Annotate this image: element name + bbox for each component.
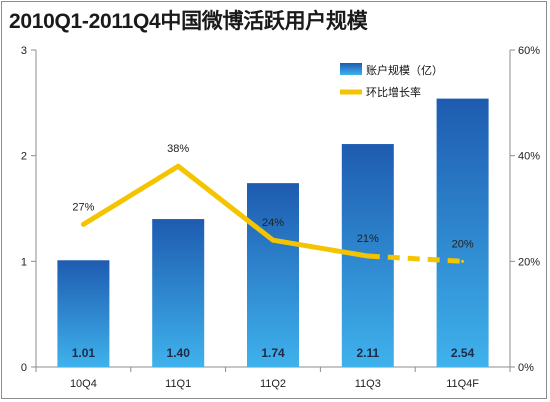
bar bbox=[247, 183, 299, 367]
y-left-tick-label: 2 bbox=[21, 151, 27, 163]
growth-rate-point bbox=[366, 254, 370, 258]
bar bbox=[57, 260, 110, 367]
x-tick-label: 11Q1 bbox=[165, 378, 191, 390]
x-tick-label: 11Q4F bbox=[446, 378, 479, 390]
y-right-tick-label: 60% bbox=[518, 45, 540, 57]
bar-value-label: 1.01 bbox=[72, 346, 96, 360]
y-left-tick-label: 1 bbox=[21, 256, 27, 268]
growth-rate-label: 24% bbox=[262, 217, 284, 229]
bar bbox=[152, 219, 205, 367]
x-tick-label: 11Q2 bbox=[260, 378, 286, 390]
legend-bar-swatch bbox=[340, 63, 362, 75]
bar bbox=[436, 98, 489, 368]
bar-value-label: 1.74 bbox=[261, 346, 285, 360]
growth-rate-label: 20% bbox=[452, 238, 474, 250]
chart-title: 2010Q1-2011Q4中国微博活跃用户规模 bbox=[9, 10, 368, 33]
growth-rate-label: 27% bbox=[72, 201, 94, 213]
growth-rate-label: 21% bbox=[357, 233, 379, 245]
x-tick-label: 10Q4 bbox=[70, 378, 97, 390]
growth-rate-line-forecast bbox=[367, 253, 463, 264]
growth-rate-point bbox=[271, 238, 275, 242]
x-tick-label: 11Q3 bbox=[355, 378, 381, 390]
growth-rate-point bbox=[81, 222, 85, 226]
y-right-tick-label: 20% bbox=[518, 256, 540, 268]
growth-rate-point bbox=[461, 259, 465, 263]
legend-bar-label: 账户规模（亿） bbox=[366, 63, 443, 77]
bar-value-label: 2.54 bbox=[451, 346, 475, 360]
growth-rate-point bbox=[176, 164, 180, 168]
growth-rate-line bbox=[80, 163, 371, 259]
legend-line-label: 环比增长率 bbox=[366, 85, 421, 99]
y-right-tick-label: 0% bbox=[518, 362, 534, 374]
bar-value-label: 2.11 bbox=[356, 346, 379, 360]
growth-rate-label: 38% bbox=[167, 143, 189, 155]
y-right-tick-label: 40% bbox=[518, 151, 540, 163]
y-left-tick-label: 0 bbox=[21, 362, 27, 374]
y-left-tick-label: 3 bbox=[21, 45, 27, 57]
bar-value-label: 1.40 bbox=[167, 346, 191, 360]
